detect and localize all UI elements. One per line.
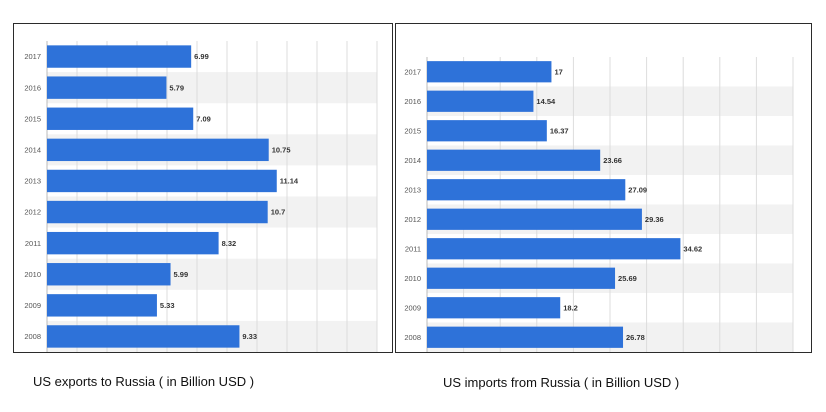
exports-data-label: 7.09: [196, 114, 211, 123]
imports-data-label: 14.54: [536, 97, 556, 106]
exports-data-label: 10.7: [271, 208, 286, 217]
imports-bar: [427, 179, 626, 201]
imports-bar: [427, 208, 642, 230]
exports-data-label: 5.99: [174, 270, 189, 279]
imports-caption: US imports from Russia ( in Billion USD …: [443, 375, 680, 390]
exports-tick-label: 2009: [24, 301, 41, 310]
imports-data-label: 25.69: [618, 274, 637, 283]
exports-bar: [47, 76, 167, 99]
imports-tick-label: 2016: [404, 97, 421, 106]
imports-data-label: 29.36: [645, 215, 664, 224]
exports-tick-label: 2010: [24, 270, 41, 279]
exports-chart-panel: 2017 6.99 2016 5.79 2015 7.09 2014 10.75 2013 11.…: [13, 23, 393, 353]
exports-bar: [47, 263, 171, 286]
exports-tick-label: 2012: [24, 208, 41, 217]
imports-data-label: 26.78: [626, 333, 645, 342]
exports-bar: [47, 200, 268, 224]
imports-data-label: 34.62: [683, 244, 702, 253]
imports-bar: [427, 326, 624, 348]
exports-bar: [47, 169, 277, 193]
exports-data-label: 5.33: [160, 301, 175, 310]
imports-bar: [427, 238, 681, 260]
imports-data-label: 27.09: [628, 185, 647, 194]
exports-tick-label: 2013: [24, 177, 41, 186]
imports-tick-label: 2015: [404, 126, 421, 135]
imports-tick-label: 2011: [405, 244, 421, 253]
exports-data-label: 10.75: [272, 145, 291, 154]
exports-data-label: 6.99: [194, 52, 209, 61]
exports-bar: [47, 45, 192, 68]
exports-data-label: 8.32: [222, 239, 237, 248]
exports-bar: [47, 107, 194, 130]
exports-data-label: 11.14: [280, 177, 299, 186]
exports-tick-label: 2017: [24, 52, 41, 61]
exports-tick-label: 2008: [24, 332, 41, 341]
imports-data-label: 16.37: [550, 126, 569, 135]
imports-bar: [427, 149, 601, 171]
imports-bar: [427, 267, 616, 289]
imports-tick-label: 2008: [404, 333, 421, 342]
imports-tick-label: 2014: [404, 156, 421, 165]
imports-bar-chart: 2017 17 2016 14.54 2015 16.37 2014 23.66 2013 27.…: [404, 57, 794, 352]
imports-bar: [427, 297, 561, 319]
imports-bar: [427, 120, 547, 142]
imports-data-label: 18.2: [563, 303, 578, 312]
exports-bar: [47, 294, 157, 317]
imports-chart-panel: 2017 17 2016 14.54 2015 16.37 2014 23.66 2013 27.…: [395, 23, 812, 353]
exports-bar: [47, 325, 240, 348]
exports-tick-label: 2011: [25, 239, 41, 248]
exports-bar: [47, 138, 269, 162]
exports-data-label: 5.79: [169, 83, 184, 92]
exports-tick-label: 2015: [24, 114, 41, 123]
exports-tick-label: 2016: [24, 83, 41, 92]
exports-bar-chart: 2017 6.99 2016 5.79 2015 7.09 2014 10.75 2013 11.…: [24, 41, 378, 352]
imports-tick-label: 2012: [404, 215, 421, 224]
imports-data-label: 17: [554, 67, 562, 76]
imports-tick-label: 2009: [404, 303, 421, 312]
imports-tick-label: 2010: [404, 274, 421, 283]
imports-bar: [427, 61, 552, 83]
exports-data-label: 9.33: [242, 332, 257, 341]
exports-tick-label: 2014: [24, 145, 41, 154]
imports-data-label: 23.66: [603, 156, 622, 165]
exports-caption: US exports to Russia ( in Billion USD ): [33, 374, 255, 389]
imports-tick-label: 2017: [404, 67, 421, 76]
exports-bar: [47, 231, 219, 255]
imports-tick-label: 2013: [404, 185, 421, 194]
imports-bar: [427, 90, 534, 112]
